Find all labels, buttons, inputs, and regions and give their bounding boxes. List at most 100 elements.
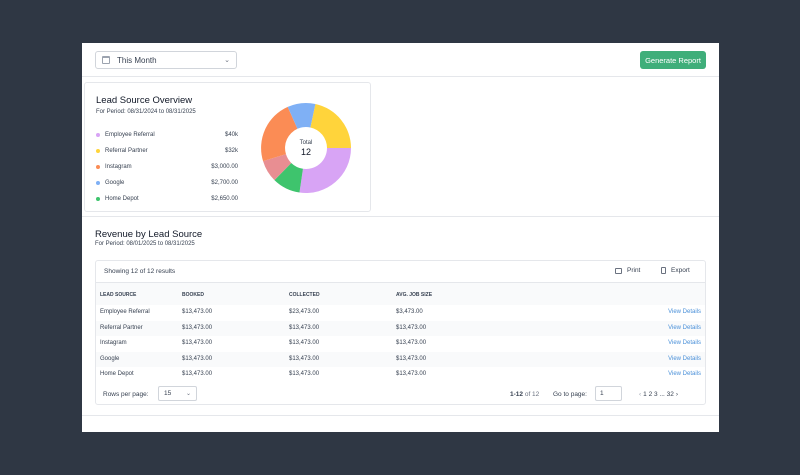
file-icon	[661, 267, 666, 274]
rows-per-page-select[interactable]: 15 ⌄	[158, 386, 197, 401]
legend-label: Instagram	[105, 164, 132, 170]
lead-source-overview-card: Lead Source Overview For Period: 08/31/2…	[84, 82, 371, 212]
results-range-total: of 12	[524, 391, 540, 398]
legend-item: Google $2,700.00	[96, 175, 238, 191]
cell-lead-source: Instagram	[100, 340, 127, 346]
donut-slice	[287, 102, 316, 129]
legend-item: Referral Partner $32k	[96, 143, 238, 159]
column-header[interactable]: AVG. JOB SIZE	[396, 292, 433, 298]
legend-item: Employee Referral $40k	[96, 127, 238, 143]
legend-label: Home Depot	[105, 196, 139, 202]
legend-label: Referral Partner	[105, 148, 148, 154]
goto-page-label: Go to page:	[553, 391, 587, 398]
cell-collected: $13,473.00	[289, 340, 320, 346]
overview-period: For Period: 08/31/2024 to 08/31/2025	[96, 109, 196, 115]
table-row: Employee Referral $13,473.00 $23,473.00 …	[96, 305, 705, 321]
view-details-link[interactable]: View Details	[668, 340, 701, 346]
cell-lead-source: Referral Partner	[100, 324, 143, 331]
legend-value: $2,650.00	[211, 196, 238, 202]
cell-avg-job-size: $13,473.00	[396, 324, 427, 331]
legend-dot	[96, 165, 100, 169]
legend-dot	[96, 149, 100, 153]
cell-booked: $13,473.00	[182, 324, 213, 331]
legend-item: Home Depot $2,650.00	[96, 191, 238, 207]
revenue-table-card: Showing 12 of 12 results Print Export LE…	[95, 260, 706, 405]
legend-value: $2,700.00	[211, 180, 238, 186]
rows-per-page-value: 15	[164, 390, 172, 397]
legend-value: $40k	[224, 132, 238, 138]
revenue-title: Revenue by Lead Source	[95, 229, 203, 240]
cell-collected: $13,473.00	[289, 355, 320, 362]
view-details-link[interactable]: View Details	[668, 309, 701, 315]
column-header[interactable]: BOOKED	[182, 292, 204, 298]
page-navigation: ‹ 1 2 3 ... 32 ›	[639, 391, 678, 398]
overview-title: Lead Source Overview	[96, 95, 193, 106]
donut-slice	[263, 154, 292, 181]
section-divider	[82, 415, 719, 416]
export-button[interactable]: Export	[661, 267, 690, 274]
legend-dot	[96, 181, 100, 185]
chevron-down-icon: ⌄	[224, 57, 230, 64]
cell-avg-job-size: $3,473.00	[396, 309, 423, 315]
period-select[interactable]: This Month ⌄	[95, 51, 237, 69]
rows-per-page-label: Rows per page:	[103, 391, 149, 398]
table-pagination: Rows per page: 15 ⌄ 1-12 of 12 Go to pag…	[96, 383, 705, 405]
goto-page-input[interactable]: 1	[595, 386, 622, 401]
printer-icon	[615, 267, 622, 274]
legend-dot	[96, 197, 100, 201]
legend-item: Instagram $3,000.00	[96, 159, 238, 175]
cell-lead-source: Google	[100, 355, 120, 362]
generate-report-button[interactable]: Generate Report	[640, 51, 706, 69]
calendar-icon	[102, 56, 110, 64]
toolbar: This Month ⌄ Generate Report	[82, 43, 719, 77]
table-row: Home Depot $13,473.00 $13,473.00 $13,473…	[96, 367, 705, 383]
cell-booked: $13,473.00	[182, 371, 213, 377]
table-row: Referral Partner $13,473.00 $13,473.00 $…	[96, 320, 705, 336]
print-button[interactable]: Print	[615, 267, 640, 274]
page-numbers[interactable]: 1 2 3 ... 32	[643, 391, 674, 398]
cell-collected: $13,473.00	[289, 324, 320, 331]
table-row: Google $13,473.00 $13,473.00 $13,473.00 …	[96, 351, 705, 367]
donut-slice	[274, 162, 303, 193]
donut-slice	[299, 148, 351, 194]
cell-avg-job-size: $13,473.00	[396, 340, 427, 346]
cell-lead-source: Home Depot	[100, 371, 134, 377]
cell-avg-job-size: $13,473.00	[396, 371, 427, 377]
results-count: Showing 12 of 12 results	[104, 268, 176, 275]
cell-avg-job-size: $13,473.00	[396, 355, 427, 362]
legend-label: Google	[105, 180, 125, 186]
report-panel: This Month ⌄ Generate Report Lead Source…	[82, 43, 719, 432]
table-toolbar: Showing 12 of 12 results Print Export	[96, 261, 705, 283]
table-header: LEAD SOURCE BOOKED COLLECTED AVG. JOB SI…	[96, 283, 705, 305]
legend-value: $32k	[224, 148, 238, 154]
legend-label: Employee Referral	[105, 132, 155, 138]
column-header[interactable]: LEAD SOURCE	[100, 292, 137, 298]
chevron-right-icon[interactable]: ›	[675, 391, 679, 398]
cell-collected: $23,473.00	[289, 309, 320, 315]
view-details-link[interactable]: View Details	[668, 324, 701, 331]
donut-slice	[261, 106, 298, 162]
period-select-value: This Month	[117, 55, 157, 65]
view-details-link[interactable]: View Details	[668, 371, 701, 377]
cell-booked: $13,473.00	[182, 309, 213, 315]
print-label: Print	[627, 267, 641, 274]
cell-booked: $13,473.00	[182, 355, 213, 362]
view-details-link[interactable]: View Details	[668, 355, 701, 362]
revenue-period: For Period: 08/01/2025 to 08/31/2025	[95, 241, 195, 247]
export-label: Export	[671, 267, 690, 274]
chevron-down-icon: ⌄	[185, 391, 191, 397]
results-range: 1-12 of 12	[510, 391, 539, 398]
lead-source-donut-chart	[261, 102, 351, 194]
cell-collected: $13,473.00	[289, 371, 320, 377]
results-range-bold: 1-12	[510, 391, 524, 398]
table-row: Instagram $13,473.00 $13,473.00 $13,473.…	[96, 336, 705, 352]
overview-legend: Employee Referral $40k Referral Partner …	[96, 127, 238, 207]
section-divider	[82, 216, 719, 217]
chevron-left-icon[interactable]: ‹	[639, 391, 642, 398]
column-header[interactable]: COLLECTED	[289, 292, 320, 298]
legend-value: $3,000.00	[211, 164, 238, 170]
legend-dot	[96, 133, 100, 137]
cell-booked: $13,473.00	[182, 340, 213, 346]
donut-slice	[310, 103, 351, 148]
cell-lead-source: Employee Referral	[100, 309, 150, 315]
